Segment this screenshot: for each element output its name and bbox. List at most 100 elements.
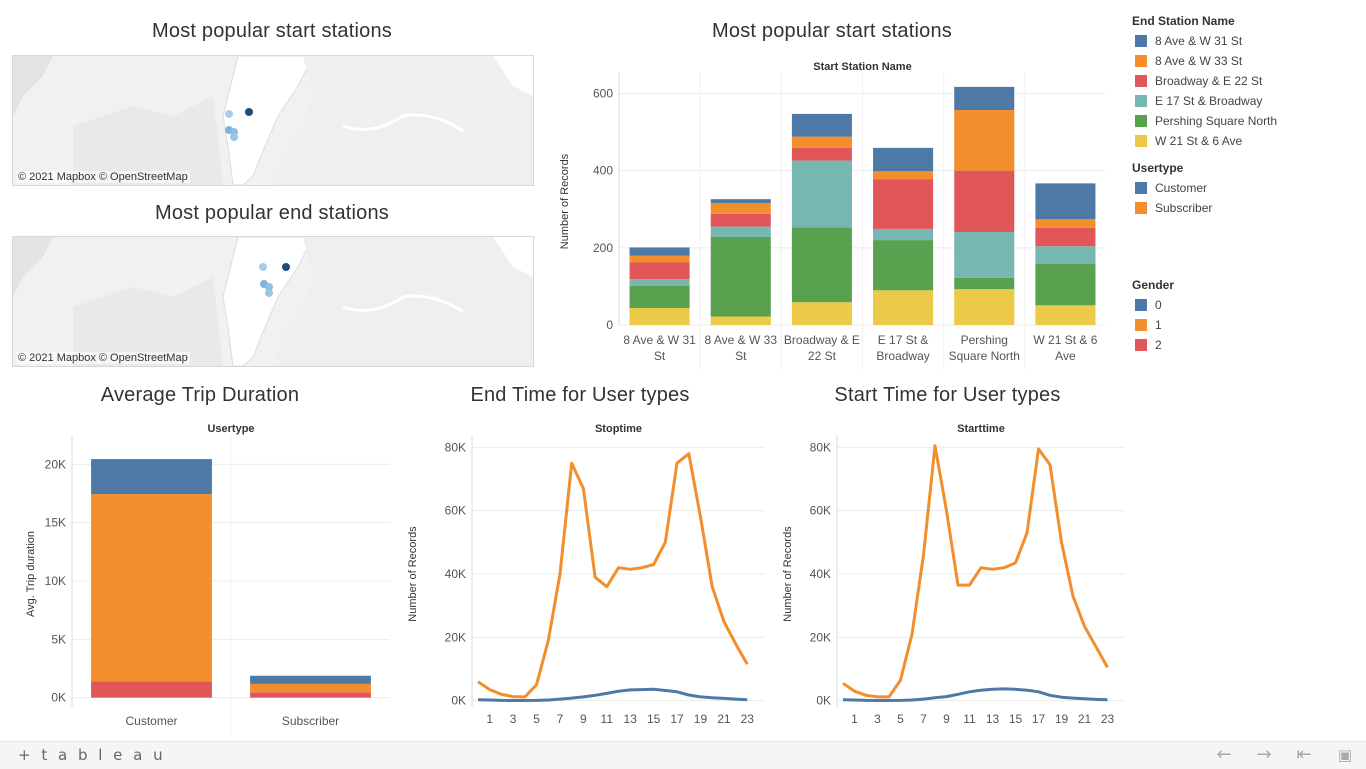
end-map-title: Most popular end stations — [154, 202, 390, 224]
x-tick-label: 15 — [647, 712, 661, 726]
y-tick-label: 20K — [45, 457, 66, 471]
y-tick-label: 5K — [51, 632, 66, 646]
series-line — [842, 444, 1109, 699]
station-marker[interactable] — [282, 263, 290, 271]
station-marker[interactable] — [230, 133, 238, 141]
bar-segment — [954, 231, 1015, 278]
bar-segment — [791, 302, 852, 325]
x-category-label: 22 St — [808, 349, 837, 363]
y-tick-label: 0K — [51, 691, 66, 705]
y-tick-label: 80K — [445, 440, 466, 454]
bar-segment — [873, 228, 934, 241]
bar-segment — [1035, 246, 1096, 265]
x-tick-label: 5 — [533, 712, 540, 726]
map-landmass — [13, 56, 533, 185]
legend-swatch — [1135, 135, 1147, 147]
bar-segment — [954, 170, 1015, 232]
chart-header: Start Station Name — [813, 61, 911, 73]
x-category-label: W 21 St & 6 — [1033, 333, 1097, 347]
legend-label: Pershing Square North — [1155, 114, 1278, 128]
end-time-line-chart[interactable]: Stoptime 0K 20K 40K 60K 80K Number of Records 1… — [400, 415, 770, 735]
start-time-chart-title: Start Time for User types — [834, 384, 1061, 406]
legend-title-usertype: Usertype — [1132, 161, 1184, 175]
bar-segment — [629, 255, 690, 263]
y-tick-label: 40K — [445, 567, 466, 581]
x-tick-label: 21 — [1078, 712, 1092, 726]
station-marker[interactable] — [225, 110, 233, 118]
bar-segment — [1035, 183, 1096, 220]
back-icon[interactable]: ← — [1216, 744, 1232, 765]
first-icon[interactable]: ⇤ — [1296, 744, 1312, 765]
legend-title-gender: Gender — [1132, 278, 1175, 292]
station-marker[interactable] — [260, 280, 268, 288]
x-tick-label: 9 — [580, 712, 587, 726]
bar-segment — [873, 179, 934, 229]
bar-segment — [91, 459, 212, 495]
x-category-label: Ave — [1055, 349, 1076, 363]
bar-segment — [791, 147, 852, 161]
y-tick-label: 0K — [451, 694, 466, 708]
bar-segment — [710, 203, 771, 214]
x-tick-label: 9 — [943, 712, 950, 726]
y-axis-label: Number of Records — [559, 153, 571, 249]
station-marker[interactable] — [230, 128, 238, 136]
trip-duration-stacked-bar-chart[interactable]: Usertype 0K 5K 10K 15K 20K Avg. Trip duration C… — [10, 415, 395, 735]
x-tick-label: 17 — [670, 712, 684, 726]
y-tick-label: 0K — [816, 694, 831, 708]
x-tick-label: 3 — [874, 712, 881, 726]
bar-segment — [791, 113, 852, 137]
x-tick-label: 15 — [1009, 712, 1023, 726]
y-tick-label: 10K — [45, 574, 66, 588]
stations-stacked-bar-chart[interactable]: Start Station Name 0 200 400 600 Number of Re… — [540, 52, 1120, 372]
x-tick-label: 13 — [624, 712, 638, 726]
map-attribution[interactable]: © 2021 Mapbox © OpenStreetMap — [16, 352, 190, 364]
y-tick-label: 200 — [593, 241, 613, 255]
legend-label: 2 — [1155, 338, 1162, 352]
map-attribution[interactable]: © 2021 Mapbox © OpenStreetMap — [16, 171, 190, 183]
x-category-label: St — [735, 349, 747, 363]
bar-segment — [250, 675, 371, 684]
station-marker[interactable] — [259, 263, 267, 271]
legend-label: 8 Ave & W 31 St — [1155, 34, 1243, 48]
x-category-label: St — [654, 349, 666, 363]
legend-swatch — [1135, 35, 1147, 47]
station-marker[interactable] — [225, 126, 233, 134]
y-tick-label: 60K — [445, 504, 466, 518]
x-tick-label: 1 — [851, 712, 858, 726]
x-tick-label: 7 — [557, 712, 564, 726]
bar-segment — [91, 494, 212, 682]
bar-segment — [710, 316, 771, 325]
x-tick-label: 23 — [741, 712, 755, 726]
x-category-label: Square North — [949, 349, 1020, 363]
tableau-toolbar: + t a b l e a u ← → ⇤ ▣ — [0, 741, 1366, 769]
end-stations-map[interactable]: © 2021 Mapbox © OpenStreetMap — [12, 236, 534, 367]
legend-label: E 17 St & Broadway — [1155, 94, 1263, 108]
y-axis-label: Number of Records — [782, 526, 794, 622]
x-category-label: E 17 St & — [878, 333, 929, 347]
station-marker[interactable] — [245, 108, 253, 116]
start-map-title: Most popular start stations — [152, 20, 392, 42]
bar-segment — [873, 171, 934, 180]
map-landmass — [13, 237, 533, 366]
x-tick-label: 17 — [1032, 712, 1046, 726]
start-stations-map[interactable]: © 2021 Mapbox © OpenStreetMap — [12, 55, 534, 186]
legend-swatch — [1135, 95, 1147, 107]
legend-label: Subscriber — [1155, 201, 1213, 215]
tableau-logo[interactable]: + t a b l e a u — [18, 746, 166, 764]
bar-segment — [629, 286, 690, 309]
legend-title-end-station: End Station Name — [1132, 14, 1235, 28]
bar-segment — [629, 247, 690, 256]
bar-segment — [1035, 264, 1096, 306]
y-tick-label: 0 — [606, 318, 613, 332]
bar-segment — [1035, 305, 1096, 325]
forward-icon[interactable]: → — [1256, 744, 1272, 765]
x-category-label: Customer — [125, 714, 177, 728]
station-marker[interactable] — [265, 283, 273, 291]
station-marker[interactable] — [265, 289, 273, 297]
bar-segment — [1035, 227, 1096, 247]
bar-segment — [791, 160, 852, 228]
start-time-line-chart[interactable]: Starttime 0K 20K 40K 60K 80K Number of Records… — [775, 415, 1130, 735]
legend-label: Broadway & E 22 St — [1155, 74, 1263, 88]
fullscreen-icon[interactable]: ▣ — [1337, 746, 1353, 764]
duration-chart-title: Average Trip Duration — [100, 384, 300, 406]
